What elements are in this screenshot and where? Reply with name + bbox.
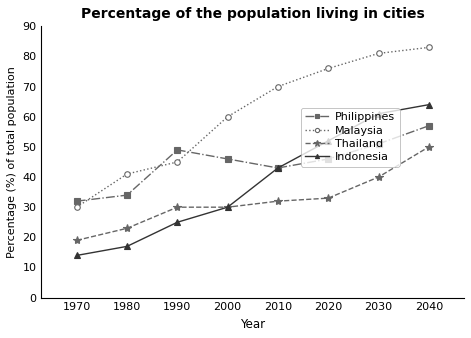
Philippines [275,166,281,170]
Philippines [225,157,230,161]
Indonesia [174,220,180,224]
Legend: Philippines, Malaysia, Thailand, Indonesia: Philippines, Malaysia, Thailand, Indones… [300,108,399,167]
X-axis label: Year: Year [240,318,265,331]
Philippines [124,193,130,197]
Philippines [376,142,382,146]
Thailand [124,226,130,230]
Malaysia [426,45,431,49]
Indonesia [325,139,331,143]
Philippines [325,157,331,161]
Thailand [426,145,431,149]
Thailand [376,175,382,179]
Indonesia [124,244,130,248]
Philippines [74,199,80,203]
Thailand [174,205,180,209]
Y-axis label: Percentage (%) of total population: Percentage (%) of total population [7,66,17,258]
Malaysia [174,160,180,164]
Indonesia [275,166,281,170]
Indonesia [426,103,431,107]
Thailand [275,199,281,203]
Indonesia [74,254,80,258]
Indonesia [225,205,230,209]
Malaysia [225,115,230,119]
Thailand [74,238,80,242]
Thailand [225,205,230,209]
Malaysia [325,67,331,71]
Line: Malaysia: Malaysia [74,45,431,210]
Malaysia [376,51,382,55]
Thailand [325,196,331,200]
Philippines [426,124,431,128]
Line: Philippines: Philippines [74,123,431,204]
Philippines [174,148,180,152]
Malaysia [74,205,80,209]
Malaysia [275,84,281,89]
Indonesia [376,112,382,116]
Line: Thailand: Thailand [73,143,433,244]
Line: Indonesia: Indonesia [74,102,431,258]
Malaysia [124,172,130,176]
Title: Percentage of the population living in cities: Percentage of the population living in c… [81,7,425,21]
